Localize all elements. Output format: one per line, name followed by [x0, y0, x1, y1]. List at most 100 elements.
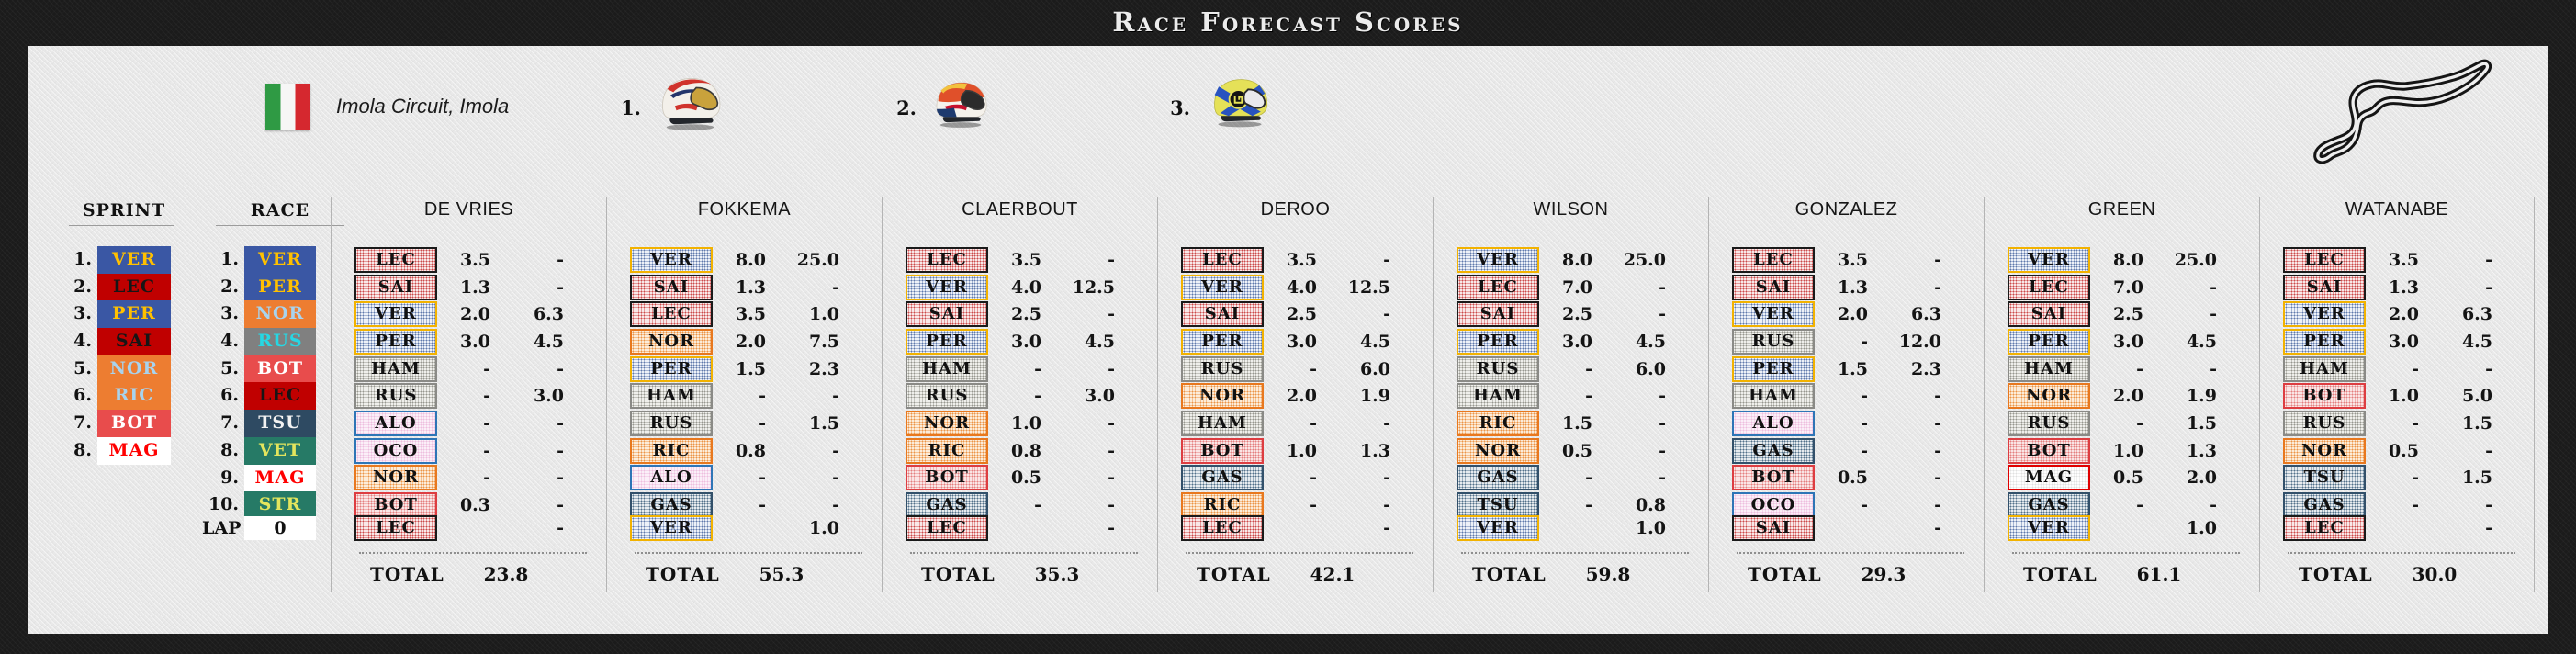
player-name: WILSON: [1533, 199, 1609, 220]
prediction-driver-cell: HAM: [630, 383, 713, 410]
standings-driver-cell: RUS: [244, 328, 316, 355]
standings-position: 1.: [73, 249, 92, 269]
prediction-row: VER 8.0 25.0: [1434, 246, 1708, 274]
player-name: CLAERBOUT: [962, 199, 1078, 220]
total-row: TOTAL 61.1: [1985, 562, 2259, 586]
standings-row: 5. BOT: [202, 355, 316, 383]
total-divider: [910, 552, 1138, 554]
sprint-score: 1.3: [459, 276, 490, 298]
standings-driver-cell: BOT: [244, 355, 316, 383]
prediction-row: BOT 0.5 -: [883, 465, 1157, 492]
standings-row: 10. STR: [202, 491, 316, 519]
prediction-row: HAM - -: [1434, 383, 1708, 411]
fastest-lap-driver-cell: LEC: [1181, 515, 1264, 541]
race-score: 1.0: [808, 304, 839, 325]
standings-row: 7. TSU: [202, 410, 316, 437]
prediction-row: NOR 2.0 7.5: [607, 328, 882, 355]
prediction-row: LEC 3.5 -: [2260, 246, 2534, 274]
fastest-lap-row: VER 1.0: [1434, 515, 1708, 541]
prediction-row: PER 1.5 2.3: [1709, 355, 1984, 383]
race-score: -: [832, 495, 839, 516]
scoreboard-panel: Imola Circuit, Imola 1. 2. 3.: [28, 46, 2548, 634]
race-score: -: [2485, 276, 2492, 298]
standings-position: 5.: [220, 357, 239, 378]
total-value: 29.3: [1861, 563, 1907, 585]
prediction-driver-cell: TSU: [1457, 492, 1539, 519]
prediction-driver-cell: RUS: [2283, 411, 2366, 437]
total-value: 61.1: [2136, 563, 2182, 585]
prediction-driver-cell: OCO: [354, 437, 437, 464]
prediction-driver-cell: RUS: [630, 411, 713, 437]
race-score: -: [1659, 468, 1666, 489]
sprint-score: -: [2412, 358, 2419, 379]
prediction-row: PER 3.0 4.5: [1158, 328, 1433, 355]
race-score: -: [1108, 249, 1115, 270]
prediction-row: NOR 1.0 -: [883, 410, 1157, 437]
standings-row: 7. BOT: [55, 410, 171, 437]
prediction-row: HAM - -: [883, 355, 1157, 383]
race-score: -: [557, 413, 564, 434]
fastest-lap-row: LEC -: [1158, 515, 1433, 541]
sprint-score: 0.5: [2112, 468, 2143, 489]
prediction-driver-cell: PER: [354, 328, 437, 355]
race-score: -: [2210, 304, 2217, 325]
sprint-score: 3.5: [459, 249, 490, 270]
prediction-driver-cell: NOR: [2283, 437, 2366, 464]
podium-position-1: 1.: [621, 96, 641, 119]
standings-position: 5.: [73, 357, 92, 378]
sprint-score: 1.0: [2112, 440, 2143, 461]
player-column: DEROO LEC 3.5 - VER 4.0 12.5 SAI 2.5 - PER 3.0 4.5 RU…: [1157, 197, 1433, 592]
prediction-driver-cell: SAI: [2283, 274, 2366, 300]
fastest-lap-row: LEC -: [332, 515, 606, 541]
prediction-row: RUS - 12.0: [1709, 328, 1984, 355]
prediction-driver-cell: LEC: [1181, 246, 1264, 273]
sprint-score: -: [759, 386, 766, 407]
sprint-score: -: [2136, 358, 2143, 379]
sprint-score: -: [1585, 495, 1592, 516]
race-score: -: [1659, 386, 1666, 407]
sprint-score: 0.8: [1010, 440, 1041, 461]
prediction-driver-cell: VER: [2008, 246, 2090, 273]
sprint-score: 2.5: [2112, 304, 2143, 325]
prediction-driver-cell: SAI: [906, 301, 988, 328]
player-name: WATANABE: [2345, 199, 2449, 220]
standings-driver-cell: LEC: [244, 382, 316, 411]
total-divider: [1737, 552, 1964, 554]
prediction-row: HAM - -: [332, 355, 606, 383]
standings-row: 3. NOR: [202, 300, 316, 329]
race-score: -: [1934, 468, 1941, 489]
total-label: TOTAL: [1472, 563, 1547, 585]
race-score: -: [1659, 276, 1666, 298]
prediction-driver-cell: BOT: [2008, 437, 2090, 464]
player-column: WILSON VER 8.0 25.0 LEC 7.0 - SAI 2.5 - PER 3.0 4.5 R…: [1433, 197, 1708, 592]
prediction-row: VER 8.0 25.0: [607, 246, 882, 274]
race-score: -: [1934, 276, 1941, 298]
race-score: -: [557, 440, 564, 461]
prediction-driver-cell: RUS: [1181, 355, 1264, 382]
fastest-lap-driver-cell: VER: [1457, 515, 1539, 541]
race-score: 12.0: [1898, 331, 1941, 352]
fastest-lap-driver-cell: SAI: [1732, 515, 1815, 541]
fastest-lap-row: LEC -: [2260, 515, 2534, 541]
sprint-score: 2.5: [1561, 304, 1592, 325]
race-score: -: [1383, 413, 1390, 434]
prediction-driver-cell: LEC: [906, 246, 988, 273]
standings-driver-cell: MAG: [244, 464, 316, 492]
standings-row: 4. RUS: [202, 328, 316, 355]
prediction-driver-cell: SAI: [1181, 301, 1264, 328]
prediction-driver-cell: RIC: [906, 437, 988, 464]
prediction-driver-cell: HAM: [2008, 355, 2090, 382]
race-score: 1.5: [2461, 413, 2492, 434]
prediction-row: BOT 0.5 -: [1709, 465, 1984, 492]
sprint-score: -: [1861, 331, 1868, 352]
fastest-lap-score: -: [557, 518, 564, 538]
sprint-score: -: [1861, 495, 1868, 516]
standings-driver-cell: VER: [97, 246, 171, 274]
sprint-score: 2.5: [1286, 304, 1317, 325]
standings-row: 1. VER: [55, 246, 171, 274]
prediction-driver-cell: PER: [2283, 328, 2366, 355]
sprint-score: -: [483, 468, 490, 489]
prediction-row: GAS - -: [1709, 437, 1984, 465]
sprint-score: 2.0: [735, 331, 766, 352]
sprint-score: 8.0: [735, 249, 766, 270]
